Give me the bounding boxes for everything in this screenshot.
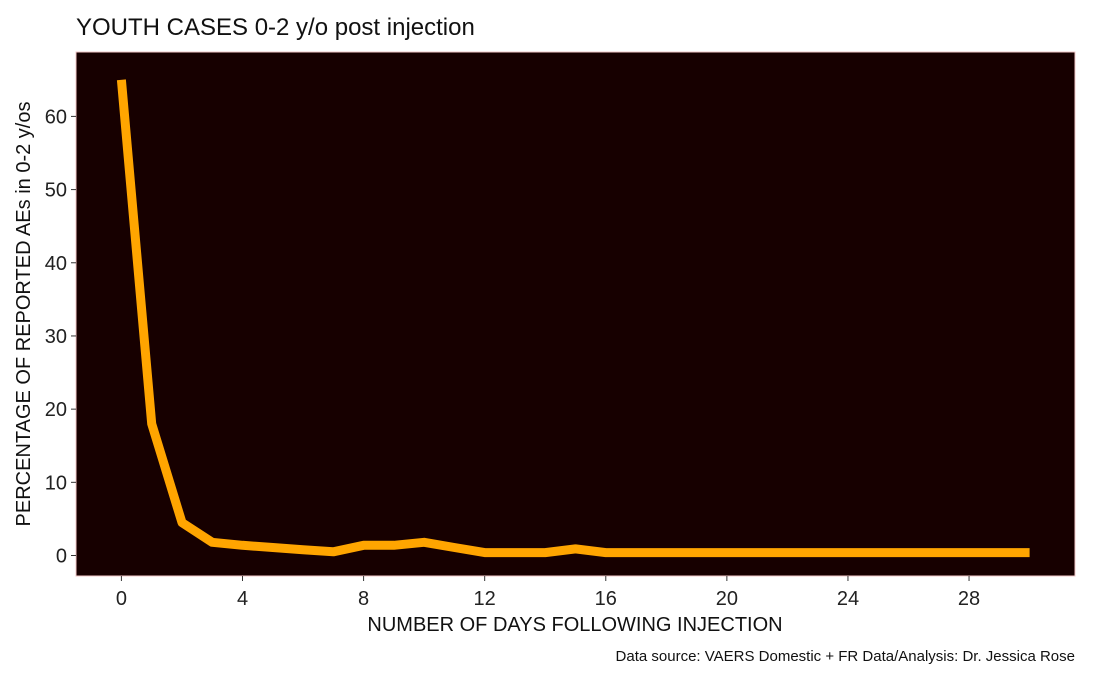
x-tick-label: 16 bbox=[595, 588, 617, 610]
x-axis: 0 4 8 12 16 20 24 28 bbox=[116, 576, 980, 610]
y-tick-label: 20 bbox=[45, 399, 67, 421]
y-tick-label: 0 bbox=[56, 546, 67, 568]
x-tick-label: 0 bbox=[116, 588, 127, 610]
y-axis: 0 10 20 30 40 50 60 bbox=[45, 106, 76, 568]
x-tick-label: 8 bbox=[358, 588, 369, 610]
x-tick-label: 24 bbox=[837, 588, 859, 610]
plot-panel bbox=[75, 51, 1076, 577]
chart-title: YOUTH CASES 0-2 y/o post injection bbox=[76, 14, 475, 41]
y-tick-label: 40 bbox=[45, 253, 67, 275]
x-tick-label: 28 bbox=[958, 588, 980, 610]
x-tick-label: 12 bbox=[474, 588, 496, 610]
y-tick-label: 50 bbox=[45, 180, 67, 202]
x-tick-label: 4 bbox=[237, 588, 248, 610]
x-tick-label: 20 bbox=[716, 588, 738, 610]
y-tick-label: 30 bbox=[45, 326, 67, 348]
y-tick-label: 10 bbox=[45, 472, 67, 494]
y-tick-label: 60 bbox=[45, 106, 67, 128]
x-axis-label: NUMBER OF DAYS FOLLOWING INJECTION bbox=[367, 614, 782, 636]
series-line bbox=[116, 79, 1030, 558]
y-axis-label: PERCENTAGE OF REPORTED AEs in 0-2 y/os bbox=[13, 102, 35, 527]
data-source-caption: Data source: VAERS Domestic + FR Data/An… bbox=[616, 648, 1075, 665]
